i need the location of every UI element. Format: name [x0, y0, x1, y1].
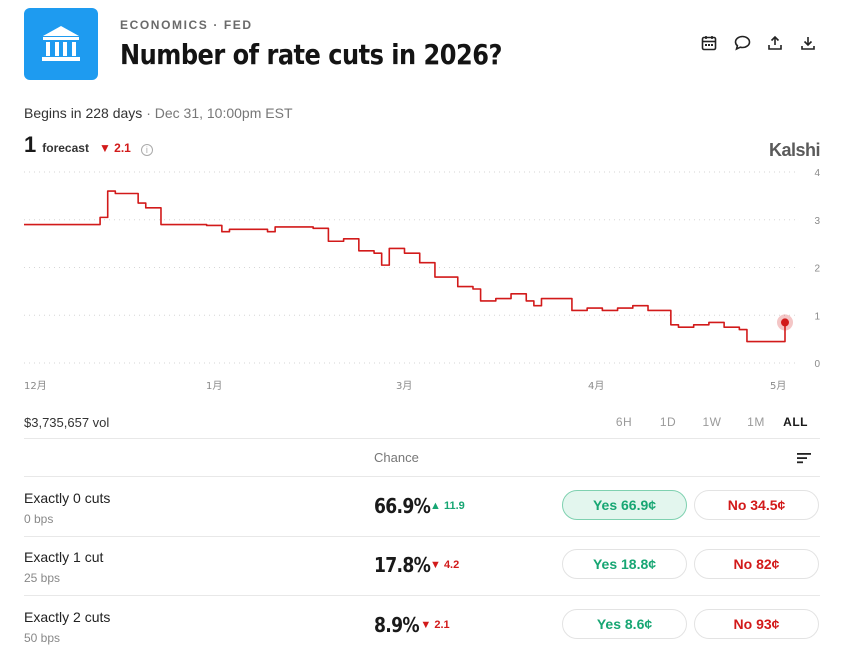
chance-column-header: Chance — [374, 450, 419, 465]
divider — [24, 536, 820, 537]
download-icon[interactable] — [798, 33, 818, 53]
forecast-label: forecast — [42, 141, 89, 155]
outcome-chance: 66.9% — [374, 494, 431, 518]
comment-icon[interactable] — [732, 33, 752, 53]
buy-no-button[interactable]: No 34.5¢ — [694, 490, 819, 520]
divider — [24, 476, 820, 477]
sort-icon[interactable] — [796, 451, 812, 465]
volume: $3,735,657 vol — [24, 415, 110, 430]
fed-building-icon — [24, 8, 98, 80]
forecast-change: ▼ 2.1 — [98, 141, 131, 155]
outcome-name: Exactly 1 cut — [24, 549, 104, 565]
y-tick-label: 0 — [814, 359, 820, 370]
begins-countdown: Begins in 228 days — [24, 105, 143, 121]
outcome-change: ▼ 2.1 — [420, 619, 450, 631]
divider — [24, 438, 820, 439]
outcome-row[interactable]: Exactly 2 cuts 50 bps 8.9% ▼ 2.1 Yes 8.6¢ No … — [0, 597, 850, 647]
outcome-change: ▼ 4.2 — [430, 559, 460, 571]
outcome-row[interactable]: Exactly 0 cuts 0 bps 66.9% ▲ 11.9 Yes 66.9¢ N… — [0, 478, 850, 536]
outcome-subtitle: 0 bps — [24, 512, 54, 526]
forecast-line — [24, 190, 786, 343]
forecast-value: 1 — [24, 132, 37, 157]
range-6h[interactable]: 6H — [615, 415, 633, 429]
header-actions — [699, 33, 818, 53]
range-1m[interactable]: 1M — [747, 415, 765, 429]
info-icon[interactable]: i — [140, 144, 153, 156]
forecast-chart[interactable]: 0 1 2 3 4 12月 1月 3月 4月 5月 — [0, 160, 850, 400]
buy-yes-button[interactable]: Yes 8.6¢ — [562, 609, 687, 639]
outcome-chance: 17.8% — [374, 553, 431, 577]
page-title: Number of rate cuts in 2026? — [120, 38, 502, 71]
y-tick-label: 3 — [814, 216, 820, 227]
time-range-selector: 6H 1D 1W 1M ALL — [602, 415, 808, 429]
y-tick-label: 1 — [814, 311, 820, 322]
outcome-name: Exactly 2 cuts — [24, 609, 111, 625]
market-schedule: Begins in 228 days · Dec 31, 10:00pm EST — [24, 105, 293, 121]
outcome-name: Exactly 0 cuts — [24, 490, 111, 506]
y-tick-label: 2 — [814, 264, 820, 275]
outcome-row[interactable]: Exactly 1 cut 25 bps 17.8% ▼ 4.2 Yes 18.8¢ No… — [0, 537, 850, 595]
current-point — [781, 318, 789, 327]
close-date: · Dec 31, 10:00pm EST — [142, 105, 293, 121]
x-tick-label: 5月 — [770, 380, 786, 392]
buy-yes-button[interactable]: Yes 66.9¢ — [562, 490, 687, 520]
buy-no-button[interactable]: No 93¢ — [694, 609, 819, 639]
calendar-icon[interactable] — [699, 33, 719, 53]
x-tick-label: 3月 — [396, 380, 412, 392]
buy-yes-button[interactable]: Yes 18.8¢ — [562, 549, 687, 579]
range-1w[interactable]: 1W — [702, 415, 722, 429]
forecast-summary: 1 forecast ▼ 2.1 i — [24, 132, 153, 158]
y-tick-label: 4 — [814, 168, 820, 179]
outcome-subtitle: 50 bps — [24, 631, 61, 645]
range-1d[interactable]: 1D — [659, 415, 677, 429]
market-category[interactable]: ECONOMICS · FED — [120, 18, 253, 32]
x-tick-label: 4月 — [588, 380, 604, 392]
outcome-subtitle: 25 bps — [24, 571, 61, 585]
kalshi-logo: Kalshi — [768, 140, 821, 160]
range-all[interactable]: ALL — [783, 415, 808, 429]
share-icon[interactable] — [765, 33, 785, 53]
divider — [24, 595, 820, 596]
x-tick-label: 1月 — [206, 380, 222, 392]
buy-no-button[interactable]: No 82¢ — [694, 549, 819, 579]
outcome-change: ▲ 11.9 — [430, 500, 465, 512]
x-tick-label: 12月 — [24, 380, 47, 392]
outcome-chance: 8.9% — [374, 613, 420, 637]
